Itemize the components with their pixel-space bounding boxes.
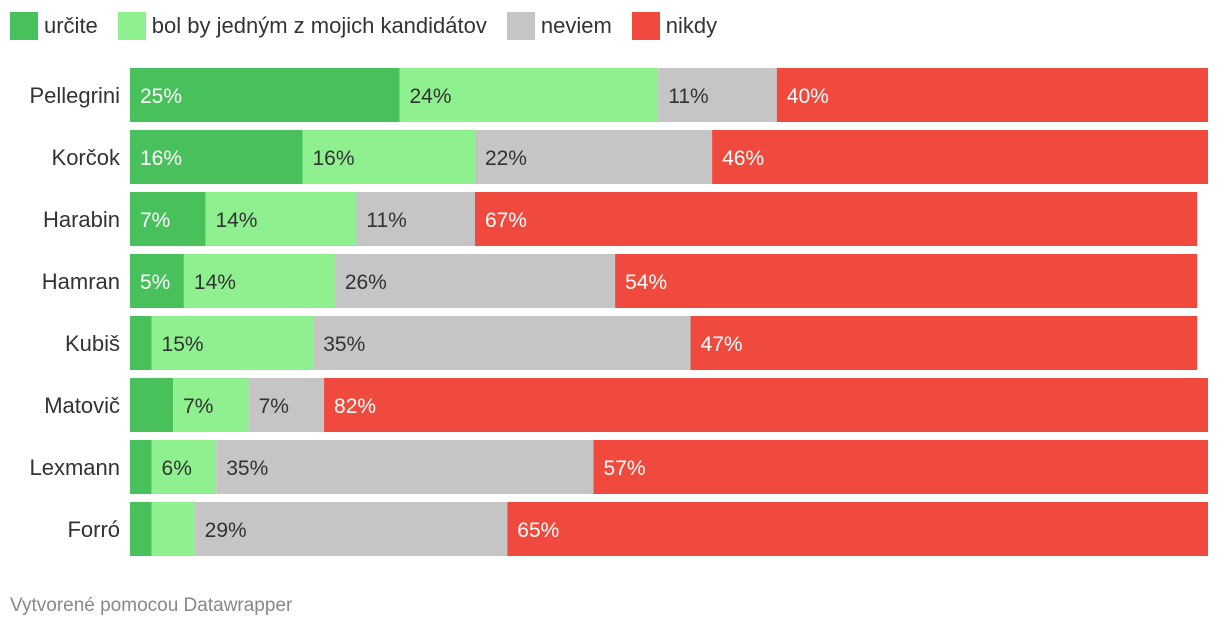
bar-korcok-series-3 bbox=[712, 130, 1208, 184]
data-label-lexmann-series-2: 35% bbox=[226, 457, 268, 480]
data-label-hamran-series-1: 14% bbox=[194, 271, 236, 294]
legend-swatch-nikdy bbox=[631, 12, 660, 40]
data-label-forro-series-2: 29% bbox=[205, 519, 247, 542]
data-label-korcok-series-3: 46% bbox=[722, 147, 764, 170]
data-label-hamran-series-0: 5% bbox=[140, 271, 170, 294]
data-label-kubis-series-1: 15% bbox=[162, 333, 204, 356]
data-label-matovic-series-3: 82% bbox=[334, 395, 376, 418]
legend-item-urcite: určite bbox=[10, 12, 98, 40]
bar-harabin-series-1 bbox=[205, 192, 357, 246]
legend-label-urcite: určite bbox=[44, 13, 98, 38]
bar-forro-series-3 bbox=[507, 502, 1208, 556]
data-label-korcok-series-1: 16% bbox=[312, 147, 354, 170]
category-label-lexmann: Lexmann bbox=[29, 455, 120, 480]
data-label-hamran-series-3: 54% bbox=[625, 271, 667, 294]
category-label-forro: Forró bbox=[67, 517, 120, 542]
legend-item-nikdy: nikdy bbox=[631, 12, 718, 40]
category-label-hamran: Hamran bbox=[42, 269, 120, 294]
bar-kubis-series-2 bbox=[313, 316, 691, 370]
bar-lexmann-series-2 bbox=[216, 440, 594, 494]
bar-hamran-series-0 bbox=[130, 254, 184, 308]
data-label-pellegrini-series-2: 11% bbox=[668, 85, 708, 108]
legend-label-nikdy: nikdy bbox=[665, 13, 718, 38]
bar-hamran-series-1 bbox=[183, 254, 335, 308]
bar-pellegrini-series-1 bbox=[399, 68, 659, 122]
category-label-matovic: Matovič bbox=[44, 393, 120, 418]
bar-matovic-series-3 bbox=[324, 378, 1208, 432]
data-label-forro-series-3: 65% bbox=[517, 519, 559, 542]
legend-swatch-urcite bbox=[10, 12, 38, 40]
data-label-harabin-series-1: 14% bbox=[215, 209, 257, 232]
legend-swatch-kandidat bbox=[117, 12, 146, 40]
bar-pellegrini-series-2 bbox=[658, 68, 777, 122]
category-label-harabin: Harabin bbox=[43, 207, 120, 232]
bar-kubis-series-3 bbox=[690, 316, 1198, 370]
stacked-bar-chart: Pellegrini 25% 24% 11% 40% Korčok 16% 16% 22% 46%… bbox=[29, 68, 1208, 556]
bar-forro-series-1 bbox=[151, 502, 195, 556]
bar-harabin-series-0 bbox=[130, 192, 206, 246]
data-label-pellegrini-series-1: 24% bbox=[410, 85, 452, 108]
category-label-kubis: Kubiš bbox=[65, 331, 120, 356]
data-label-harabin-series-2: 11% bbox=[366, 209, 406, 232]
legend-item-kandidat: bol by jedným z mojich kandidátov bbox=[117, 12, 487, 40]
data-label-pellegrini-series-0: 25% bbox=[140, 85, 182, 108]
legend-item-neviem: neviem bbox=[506, 12, 612, 40]
category-label-pellegrini: Pellegrini bbox=[30, 83, 121, 108]
bar-harabin-series-2 bbox=[356, 192, 475, 246]
bar-hamran-series-3 bbox=[615, 254, 1198, 308]
bar-pellegrini-series-3 bbox=[776, 68, 1208, 122]
bar-lexmann-series-1 bbox=[151, 440, 217, 494]
data-label-harabin-series-3: 67% bbox=[485, 209, 527, 232]
legend: určite bol by jedným z mojich kandidátov… bbox=[10, 8, 737, 44]
category-label-korcok: Korčok bbox=[52, 145, 121, 170]
data-label-kubis-series-2: 35% bbox=[323, 333, 365, 356]
bar-hamran-series-2 bbox=[334, 254, 616, 308]
data-label-lexmann-series-1: 6% bbox=[162, 457, 192, 480]
data-label-korcok-series-2: 22% bbox=[485, 147, 527, 170]
data-label-hamran-series-2: 26% bbox=[345, 271, 387, 294]
bar-pellegrini-series-0 bbox=[130, 68, 400, 122]
data-label-harabin-series-0: 7% bbox=[140, 209, 170, 232]
legend-swatch-neviem bbox=[506, 12, 535, 40]
data-label-matovic-series-1: 7% bbox=[183, 395, 213, 418]
data-label-pellegrini-series-3: 40% bbox=[787, 85, 829, 108]
bar-harabin-series-3 bbox=[474, 192, 1198, 246]
bar-kubis-series-1 bbox=[151, 316, 314, 370]
bar-kubis-series-0 bbox=[130, 316, 152, 370]
bar-matovic-series-0 bbox=[130, 378, 174, 432]
bar-forro-series-2 bbox=[194, 502, 508, 556]
bar-korcok-series-0 bbox=[130, 130, 303, 184]
bar-forro-series-0 bbox=[130, 502, 152, 556]
data-label-matovic-series-2: 7% bbox=[259, 395, 289, 418]
data-label-kubis-series-3: 47% bbox=[701, 333, 743, 356]
bar-lexmann-series-0 bbox=[130, 440, 152, 494]
bar-lexmann-series-3 bbox=[593, 440, 1208, 494]
data-label-lexmann-series-3: 57% bbox=[604, 457, 646, 480]
bar-korcok-series-1 bbox=[302, 130, 475, 184]
legend-label-neviem: neviem bbox=[540, 13, 612, 38]
legend-label-kandidat: bol by jedným z mojich kandidátov bbox=[151, 13, 487, 38]
data-label-korcok-series-0: 16% bbox=[140, 147, 182, 170]
bar-matovic-series-2 bbox=[248, 378, 325, 432]
footer-credit: Vytvorené pomocou Datawrapper bbox=[10, 595, 293, 616]
bar-matovic-series-1 bbox=[173, 378, 249, 432]
bar-korcok-series-2 bbox=[474, 130, 713, 184]
